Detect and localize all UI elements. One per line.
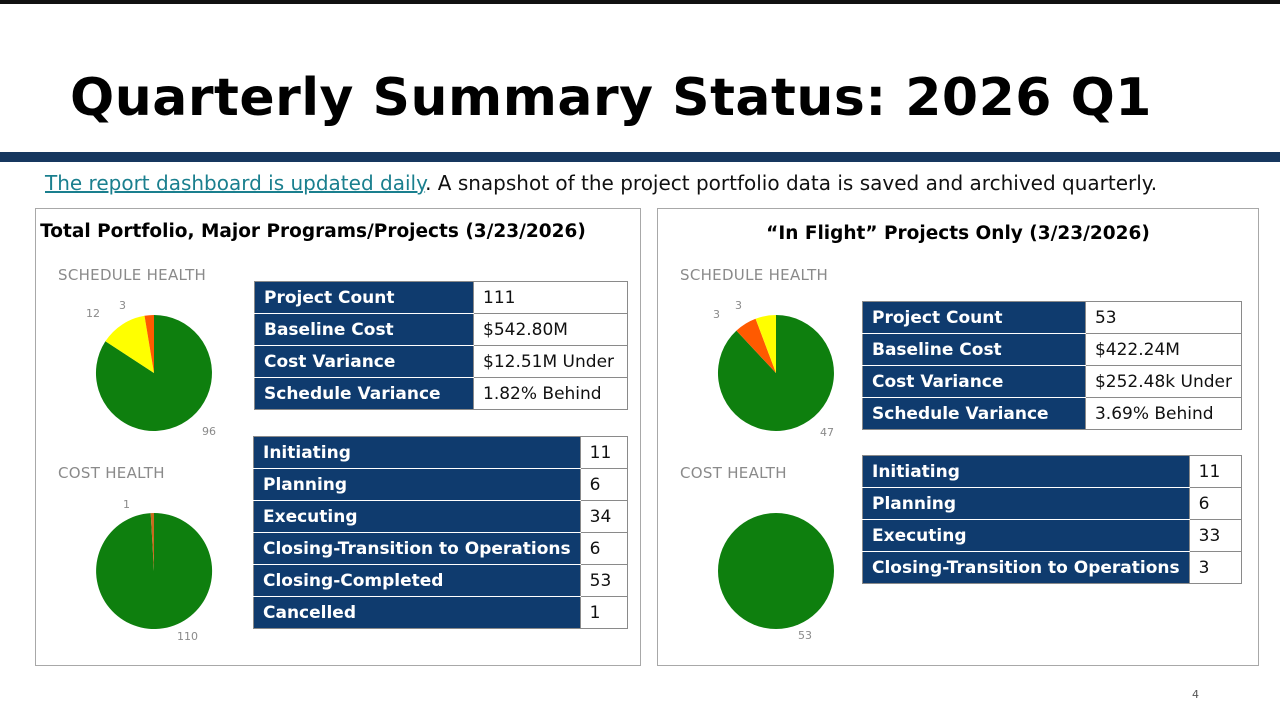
row-label: Executing xyxy=(253,500,581,533)
portfolio-summary-table: Project Count 111 Baseline Cost $542.80M C… xyxy=(254,281,628,410)
row-value: $252.48k Under xyxy=(1084,365,1243,398)
row-value: 53 xyxy=(1084,301,1243,334)
dashboard-link[interactable]: The report dashboard is updated daily xyxy=(45,171,426,195)
pie-value-label: 1 xyxy=(123,498,130,511)
schedule-health-pie xyxy=(95,315,212,431)
in-flight-summary-table: Project Count 53 Baseline Cost $422.24M Co… xyxy=(862,301,1243,430)
intro-line: The report dashboard is updated daily. A… xyxy=(45,171,1157,195)
row-value: 6 xyxy=(579,468,629,501)
project-phase-table: Initiating 11 Planning 6 Executing 34 Closi… xyxy=(253,436,629,629)
row-value: 1.82% Behind xyxy=(473,377,628,410)
row-value: 1 xyxy=(579,596,629,629)
table-row: Baseline Cost $542.80M xyxy=(254,313,628,346)
row-value: 11 xyxy=(1188,455,1243,488)
table-row: Project Count 111 xyxy=(254,281,628,314)
pie-slice-orange xyxy=(736,318,776,373)
row-label: Closing-Transition to Operations xyxy=(253,532,581,565)
top-border xyxy=(0,0,1280,4)
pie-value-label: 12 xyxy=(86,307,100,320)
row-label: Project Count xyxy=(862,301,1086,334)
pie-value-label: 3 xyxy=(119,299,126,312)
row-value: 34 xyxy=(579,500,629,533)
page-number: 4 xyxy=(1192,688,1199,701)
panel-title: Total Portfolio, Major Programs/Projects… xyxy=(40,221,586,242)
table-row: Executing 34 xyxy=(253,500,629,533)
schedule-health-label: SCHEDULE HEALTH xyxy=(680,266,829,284)
pie-value-label: 110 xyxy=(177,630,198,643)
row-label: Initiating xyxy=(253,436,581,469)
table-row: Closing-Completed 53 xyxy=(253,564,629,597)
table-row: Schedule Variance 1.82% Behind xyxy=(254,377,628,410)
row-label: Schedule Variance xyxy=(254,377,474,410)
row-label: Cost Variance xyxy=(254,345,474,378)
row-value: 111 xyxy=(473,281,628,314)
schedule-health-pie xyxy=(717,315,834,431)
table-row: Planning 6 xyxy=(253,468,629,501)
row-label: Schedule Variance xyxy=(862,397,1086,430)
schedule-health-label: SCHEDULE HEALTH xyxy=(58,266,207,284)
cost-health-pie xyxy=(96,512,213,629)
table-row: Closing-Transition to Operations 3 xyxy=(862,551,1243,584)
row-value: $12.51M Under xyxy=(473,345,628,378)
table-row: Schedule Variance 3.69% Behind xyxy=(862,397,1243,430)
row-value: $422.24M xyxy=(1084,333,1243,366)
row-value: 11 xyxy=(579,436,629,469)
row-label: Cost Variance xyxy=(862,365,1086,398)
pie-slice-yellow xyxy=(755,315,776,373)
row-label: Closing-Completed xyxy=(253,564,581,597)
title-divider-bar xyxy=(0,152,1280,162)
pie-slice-yellow xyxy=(105,315,154,373)
row-label: Closing-Transition to Operations xyxy=(862,551,1190,584)
table-row: Cost Variance $252.48k Under xyxy=(862,365,1243,398)
in-flight-phase-table: Initiating 11 Planning 6 Executing 33 Closi… xyxy=(862,455,1243,584)
row-value: 6 xyxy=(579,532,629,565)
row-label: Executing xyxy=(862,519,1190,552)
table-row: Initiating 11 xyxy=(253,436,629,469)
total-portfolio-panel: Total Portfolio, Major Programs/Projects… xyxy=(35,208,641,666)
pie-value-label: 47 xyxy=(820,426,834,439)
row-value: 3 xyxy=(1188,551,1243,584)
pie-slice-green xyxy=(96,512,213,629)
table-row: Executing 33 xyxy=(862,519,1243,552)
row-value: 33 xyxy=(1188,519,1243,552)
table-row: Baseline Cost $422.24M xyxy=(862,333,1243,366)
cost-health-pie xyxy=(718,513,834,629)
in-flight-panel: “In Flight” Projects Only (3/23/2026) SC… xyxy=(657,208,1259,666)
pie-value-label: 53 xyxy=(798,629,812,642)
row-label: Planning xyxy=(253,468,581,501)
table-row: Closing-Transition to Operations 6 xyxy=(253,532,629,565)
pie-value-label: 96 xyxy=(202,425,216,438)
row-label: Baseline Cost xyxy=(862,333,1086,366)
row-label: Project Count xyxy=(254,281,474,314)
intro-text: . A snapshot of the project portfolio da… xyxy=(425,171,1158,195)
pie-slice-orange xyxy=(144,315,154,373)
table-row: Planning 6 xyxy=(862,487,1243,520)
row-label: Baseline Cost xyxy=(254,313,474,346)
panel-title: “In Flight” Projects Only (3/23/2026) xyxy=(766,223,1150,244)
pie-slice-green xyxy=(95,315,212,431)
pie-value-label: 3 xyxy=(713,308,720,321)
slide-title: Quarterly Summary Status: 2026 Q1 xyxy=(70,68,1152,128)
row-value: $542.80M xyxy=(473,313,628,346)
row-value: 53 xyxy=(579,564,629,597)
row-value: 6 xyxy=(1188,487,1243,520)
row-label: Initiating xyxy=(862,455,1190,488)
pie-slice-green xyxy=(717,315,834,431)
pie-slice-green xyxy=(718,513,834,629)
cost-health-label: COST HEALTH xyxy=(58,464,165,482)
table-row: Initiating 11 xyxy=(862,455,1243,488)
table-row: Cost Variance $12.51M Under xyxy=(254,345,628,378)
table-row: Project Count 53 xyxy=(862,301,1243,334)
pie-value-label: 3 xyxy=(735,299,742,312)
cost-health-label: COST HEALTH xyxy=(680,464,787,482)
row-value: 3.69% Behind xyxy=(1084,397,1243,430)
table-row: Cancelled 1 xyxy=(253,596,629,629)
row-label: Cancelled xyxy=(253,596,581,629)
row-label: Planning xyxy=(862,487,1190,520)
pie-slice-orange xyxy=(150,513,154,571)
